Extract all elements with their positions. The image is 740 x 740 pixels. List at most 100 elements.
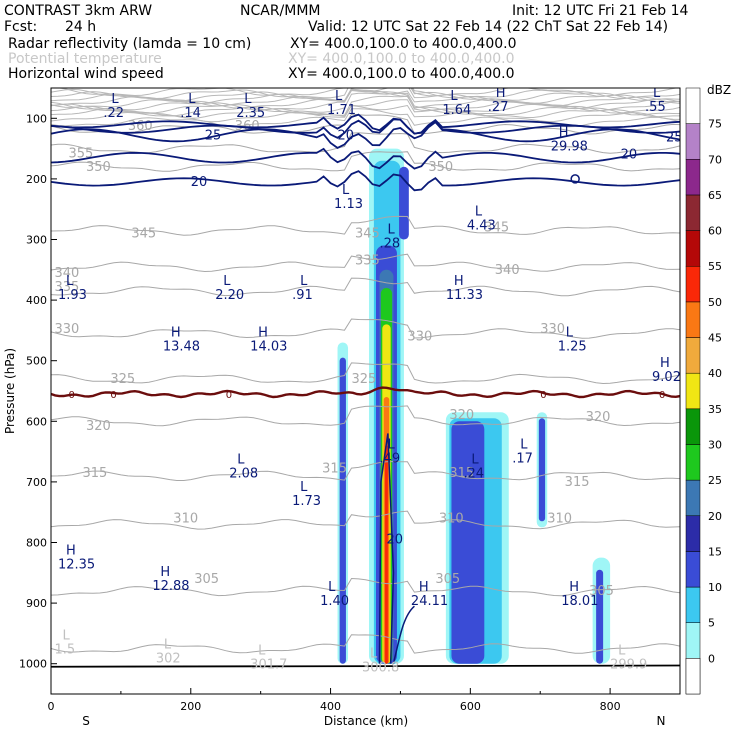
reflectivity-cell <box>596 569 604 664</box>
extremum-marker: L <box>342 183 350 198</box>
theta-contour-line <box>53 88 679 97</box>
colorbar-tick-label: 15 <box>708 545 722 558</box>
theta-contour-line <box>51 132 680 154</box>
extremum-value: .91 <box>292 288 313 303</box>
reflectivity-shading <box>337 148 611 664</box>
colorbar-tick-label: 65 <box>708 189 722 202</box>
extremum-marker: L <box>223 274 231 289</box>
extremum-marker: L <box>258 644 266 659</box>
extremum-value: .24 <box>463 467 484 482</box>
colorbar-tick-label: 70 <box>708 153 722 166</box>
colorbar-swatch <box>685 194 701 231</box>
theta-contour-label: 335 <box>355 254 380 269</box>
axes: 0 200 400 600 800100200300400500600700800900… <box>19 112 681 713</box>
colorbar-tick-label: 75 <box>708 118 722 131</box>
theta-contour-label: 315 <box>449 466 474 481</box>
colorbar-tick-label: 60 <box>708 225 722 238</box>
x-end-label-north: N <box>657 714 666 728</box>
extremum-marker: L <box>335 89 343 104</box>
x-end-label-south: S <box>82 714 90 728</box>
colorbar-swatch <box>685 444 701 481</box>
extremum-marker: H <box>66 544 76 559</box>
field-name-wind: Horizontal wind speed <box>8 66 164 82</box>
colorbar-swatch <box>685 658 701 695</box>
colorbar-swatch <box>685 622 701 659</box>
extremum-marker: L <box>450 89 458 104</box>
extremum-value: 300.8 <box>362 661 399 676</box>
theta-contour-label: 330 <box>54 322 79 337</box>
org-label: NCAR/MMM <box>240 3 321 19</box>
theta-contour-label: 310 <box>439 511 464 526</box>
freezing-level-label: 0 <box>226 390 232 401</box>
theta-contour-line <box>51 104 680 123</box>
theta-contour-label: 345 <box>131 226 156 241</box>
colorbar-swatch <box>685 337 701 374</box>
reflectivity-cell <box>339 357 346 664</box>
extremum-value: .49 <box>379 452 400 467</box>
extremum-marker: L <box>387 438 395 453</box>
extremum-marker: L <box>618 644 626 659</box>
wind-contour-line <box>51 113 680 135</box>
theta-contour-label: 315 <box>565 475 590 490</box>
colorbar-unit: dBZ <box>707 83 731 97</box>
theta-contour-label: 305 <box>435 572 460 587</box>
wind-contour-label: 25 <box>666 131 683 146</box>
theta-contour-label: 345 <box>484 220 509 235</box>
extremum-value: 13.48 <box>163 339 200 354</box>
colorbar-swatch <box>685 408 701 445</box>
extremum-value: 12.88 <box>152 579 189 594</box>
colorbar-tick-label: 0 <box>708 652 715 665</box>
wind-contour-line <box>378 433 395 664</box>
theta-contour-line <box>51 253 680 273</box>
colorbar-swatch <box>685 586 701 623</box>
freezing-level-label: 0 <box>110 390 116 401</box>
extremum-value: 2.20 <box>215 288 244 303</box>
extremum-value: 1.25 <box>558 339 587 354</box>
extremum-value: 1.73 <box>292 494 321 509</box>
extremum-value: 1.5 <box>54 642 75 657</box>
theta-contour-label: 340 <box>54 266 79 281</box>
extremum-value: .28 <box>379 236 400 251</box>
extremum-value: .17 <box>512 452 533 467</box>
extremum-value: 299.9 <box>610 658 647 673</box>
theta-contour-label: 305 <box>589 584 614 599</box>
reflectivity-cell <box>451 421 485 664</box>
y-axis-label: Pressure (hPa) <box>3 348 17 434</box>
extremum-marker: L <box>475 204 483 219</box>
field-xy-reflectivity: XY= 400.0,100.0 to 400.0,400.0 <box>290 36 517 52</box>
theta-contour-label: 350 <box>86 160 111 175</box>
extremum-value: 29.98 <box>551 139 588 154</box>
theta-contour-label: 310 <box>547 511 572 526</box>
colorbar-tick-label: 20 <box>708 510 722 523</box>
extremum-value: 24.11 <box>411 594 448 609</box>
theta-contour-line <box>51 318 680 339</box>
theta-contour-line <box>51 510 680 530</box>
wind-contour-label: 20 <box>621 148 638 163</box>
extremum-value: 1.40 <box>320 594 349 609</box>
y-tick-label: 100 <box>26 112 47 125</box>
wind-contour-line <box>570 174 580 184</box>
wind-contour-label: 20 <box>191 175 208 190</box>
x-axis-label: Distance (km) <box>324 714 408 728</box>
theta-contour-line <box>51 88 680 107</box>
extremum-marker: L <box>566 325 574 340</box>
extremum-value: .14 <box>180 106 201 121</box>
colorbar-swatch <box>685 551 701 588</box>
extremum-value: 302 <box>156 652 181 667</box>
theta-contour-label: 350 <box>428 160 453 175</box>
model-title: CONTRAST 3km ARW <box>4 3 152 19</box>
extremum-marker: H <box>160 565 170 580</box>
wind-contour-line <box>51 147 680 170</box>
field-xy-theta: XY= 400.0,100.0 to 400.0,400.0 <box>288 51 515 67</box>
colorbar-swatch <box>685 230 701 267</box>
colorbar-swatch <box>685 479 701 517</box>
y-tick-label: 800 <box>26 537 47 550</box>
colorbar-tick-label: 35 <box>708 403 722 416</box>
y-tick-label: 700 <box>26 476 47 489</box>
extremum-value: 11.33 <box>446 288 483 303</box>
init-time: Init: 12 UTC Fri 21 Feb 14 <box>512 3 689 19</box>
extremum-marker: L <box>471 453 479 468</box>
extremum-value: 4.43 <box>467 218 496 233</box>
extremum-value: 2.35 <box>236 106 265 121</box>
field-name-theta: Potential temperature <box>8 51 162 67</box>
